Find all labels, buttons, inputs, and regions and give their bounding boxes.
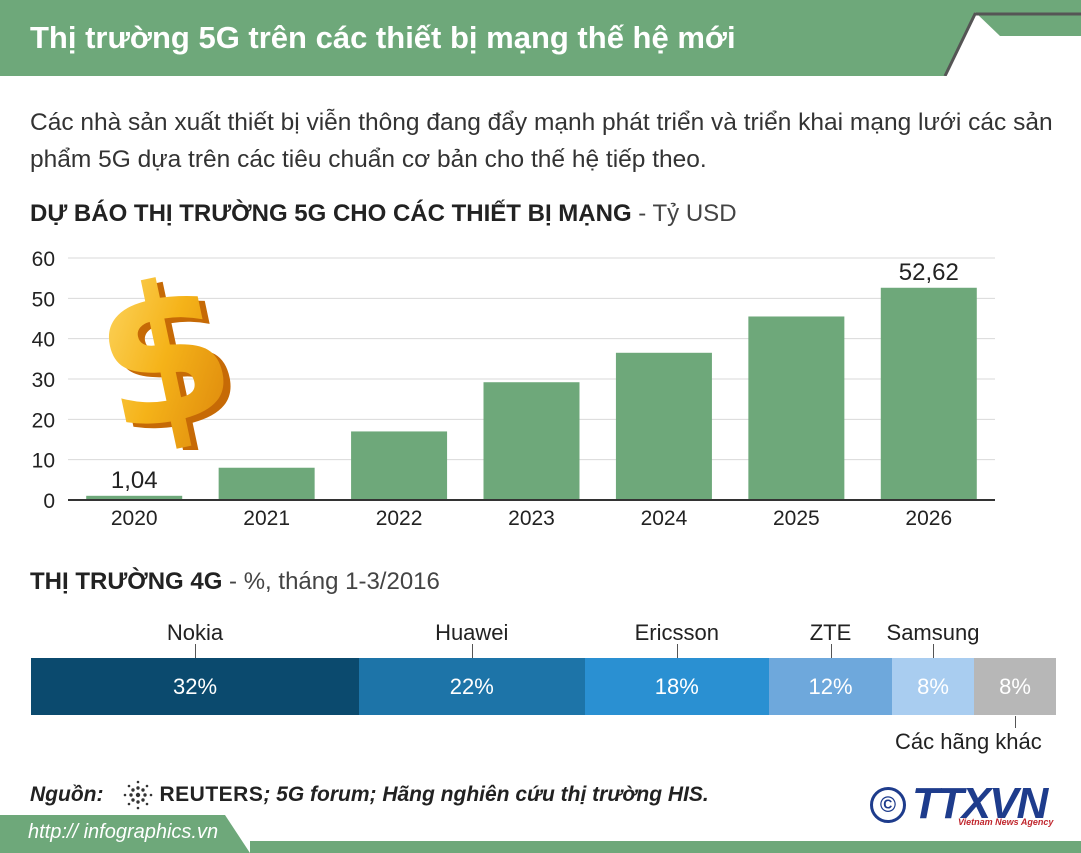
x-tick-label: 2024	[641, 507, 688, 530]
page-title: Thị trường 5G trên các thiết bị mạng thế…	[30, 20, 736, 55]
x-tick-label: 2026	[905, 507, 952, 530]
share-segment: 22%	[359, 658, 585, 715]
x-tick-label: 2022	[376, 507, 423, 530]
data-label: 1,04	[111, 467, 158, 494]
bar	[483, 382, 580, 500]
label-leader-line	[676, 644, 678, 658]
reuters-logo-icon	[124, 780, 153, 810]
copyright-icon: ©	[870, 787, 906, 823]
svg-text:$: $	[86, 258, 236, 450]
bar	[880, 287, 977, 500]
share-segment: 12%	[769, 658, 892, 715]
source-rest: ; 5G forum; Hãng nghiên cứu thị trường H…	[263, 783, 709, 806]
section-title-4g: THỊ TRƯỜNG 4G - %, tháng 1-3/2016	[30, 568, 440, 596]
ttxvn-tagline: Vietnam News Agency	[958, 817, 1054, 827]
dollar-sign-icon: $ $	[86, 258, 236, 450]
vendor-label: Samsung	[886, 620, 980, 645]
x-tick-label: 2025	[773, 507, 820, 530]
section-title-4g-bold: THỊ TRƯỜNG 4G	[30, 568, 223, 595]
y-tick-label: 40	[32, 329, 55, 352]
x-tick-label: 2020	[111, 507, 158, 530]
vendor-label: ZTE	[809, 620, 852, 645]
chart-5g-forecast: 0 10 20 30 40 50 60 2020 1,04 2021 2022 2023 2024 202…	[32, 248, 995, 530]
source-label: Nguồn:	[30, 783, 104, 806]
label-leader-line	[195, 644, 196, 658]
footer-band	[0, 815, 1081, 853]
footer-url: http:// infographics.vn	[28, 821, 219, 843]
bar	[86, 495, 183, 500]
bar	[218, 467, 315, 500]
ttxvn-logo: TTXVN	[912, 779, 1048, 828]
section-title-5g: DỰ BÁO THỊ TRƯỜNG 5G CHO CÁC THIẾT BỊ MẠ…	[30, 200, 737, 228]
x-tick-label: 2021	[243, 507, 290, 530]
y-tick-label: 50	[32, 288, 55, 311]
data-label: 52,62	[899, 259, 959, 286]
y-tick-label: 30	[32, 369, 55, 392]
label-leader-line	[830, 644, 832, 658]
label-leader-line	[471, 644, 473, 658]
section-title-5g-unit: - Tỷ USD	[631, 200, 737, 227]
y-tick-label: 0	[43, 490, 55, 513]
bar	[615, 352, 712, 500]
x-tick-label: 2023	[508, 507, 555, 530]
share-segment: 8%	[974, 658, 1056, 715]
share-segment: 32%	[31, 658, 359, 715]
share-segment: 18%	[584, 658, 769, 715]
vendor-label: Nokia	[166, 620, 224, 645]
label-leader-line	[933, 644, 934, 658]
section-title-4g-unit: - %, tháng 1-3/2016	[222, 568, 440, 595]
vendor-label: Ericsson	[634, 620, 719, 645]
header-band	[0, 0, 1081, 76]
section-title-5g-bold: DỰ BÁO THỊ TRƯỜNG 5G CHO CÁC THIẾT BỊ MẠ…	[30, 200, 632, 227]
source-reuters: REUTERS	[159, 783, 264, 806]
share-segment: 8%	[892, 658, 974, 715]
vendor-label: Các hãng khác	[895, 729, 1042, 754]
vendor-label: Huawei	[435, 620, 509, 645]
bar	[351, 431, 448, 500]
y-tick-label: 60	[32, 248, 55, 271]
chart-4g-market-share: 32% 22% 18% 12% 8% 8%	[31, 658, 1056, 715]
intro-text: Các nhà sản xuất thiết bị viễn thông đan…	[30, 109, 1053, 173]
bar	[748, 316, 845, 500]
source-line: Nguồn: REUTERS ; 5G forum; Hãng nghiên c…	[30, 780, 709, 810]
label-leader-line	[1015, 716, 1016, 728]
y-tick-label: 20	[32, 409, 55, 432]
y-tick-label: 10	[32, 450, 55, 473]
